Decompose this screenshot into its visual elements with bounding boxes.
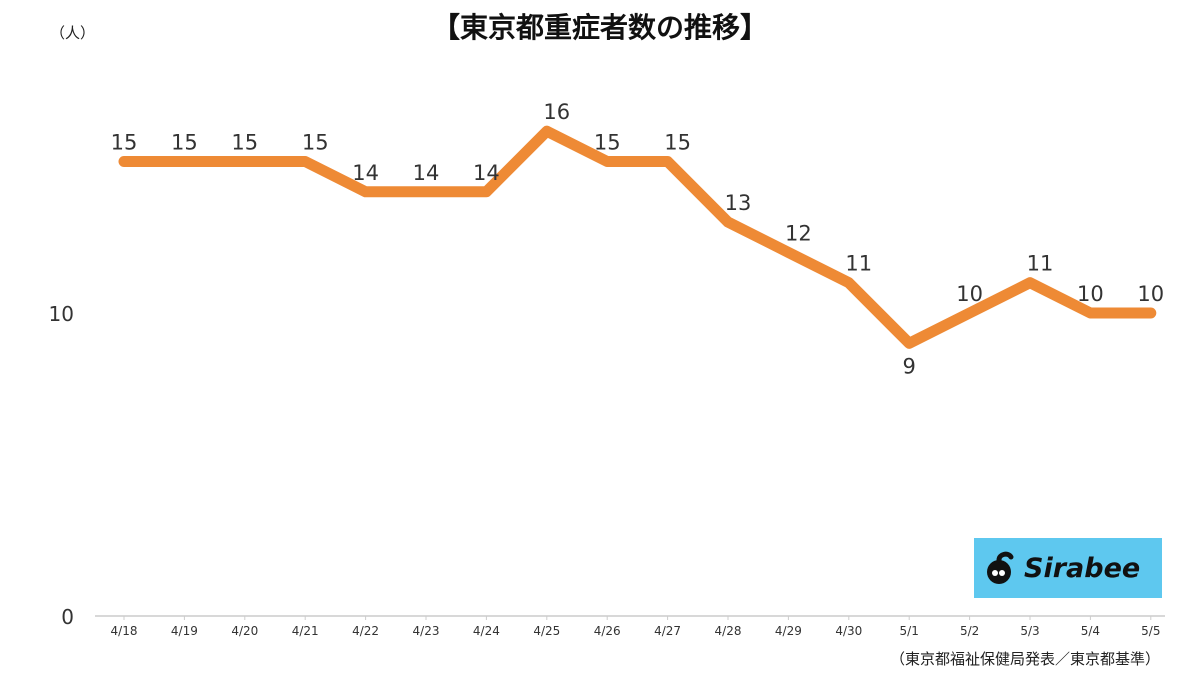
x-tick-label: 4/30 <box>835 624 862 638</box>
x-tick-label: 4/24 <box>473 624 500 638</box>
y-tick-label: 0 <box>61 605 74 629</box>
data-label: 16 <box>543 100 570 124</box>
x-tick-label: 5/4 <box>1081 624 1100 638</box>
x-tick-label: 4/27 <box>654 624 681 638</box>
x-tick-label: 5/1 <box>900 624 919 638</box>
data-label: 10 <box>956 282 983 306</box>
data-label: 12 <box>785 221 812 245</box>
data-label: 15 <box>594 131 621 155</box>
x-tick-label: 4/18 <box>111 624 138 638</box>
sirabee-logo: Sirabee <box>974 538 1162 598</box>
data-label: 11 <box>1027 252 1054 276</box>
x-tick-label: 4/19 <box>171 624 198 638</box>
x-tick-label: 4/25 <box>533 624 560 638</box>
y-unit-label: （人） <box>50 24 96 42</box>
data-label: 15 <box>171 131 198 155</box>
x-tick-label: 5/3 <box>1020 624 1039 638</box>
sirabee-mark-icon <box>987 551 1014 584</box>
data-label: 9 <box>903 354 916 378</box>
data-label: 13 <box>725 191 752 215</box>
x-tick-label: 5/2 <box>960 624 979 638</box>
x-tick-label: 4/23 <box>413 624 440 638</box>
series-line <box>118 125 1157 349</box>
source-note: （東京都福祉保健局発表／東京都基準） <box>889 650 1160 668</box>
x-tick-label: 4/21 <box>292 624 319 638</box>
x-tick-label: 4/29 <box>775 624 802 638</box>
y-tick-label: 10 <box>49 302 74 326</box>
data-label: 10 <box>1137 282 1164 306</box>
data-label: 10 <box>1077 282 1104 306</box>
data-label: 15 <box>302 131 329 155</box>
data-label: 15 <box>111 131 138 155</box>
x-tick-label: 4/28 <box>715 624 742 638</box>
data-label: 14 <box>473 161 500 185</box>
data-label: 11 <box>845 252 872 276</box>
data-label: 14 <box>413 161 440 185</box>
data-label: 15 <box>664 131 691 155</box>
x-tick-label: 5/5 <box>1141 624 1160 638</box>
x-tick-label: 4/26 <box>594 624 621 638</box>
logo-text: Sirabee <box>1024 552 1141 584</box>
chart-title: 【東京都重症者数の推移】 <box>431 11 768 44</box>
x-tick-label: 4/20 <box>231 624 258 638</box>
data-label: 14 <box>352 161 379 185</box>
x-tick-label: 4/22 <box>352 624 379 638</box>
data-label: 15 <box>231 131 258 155</box>
